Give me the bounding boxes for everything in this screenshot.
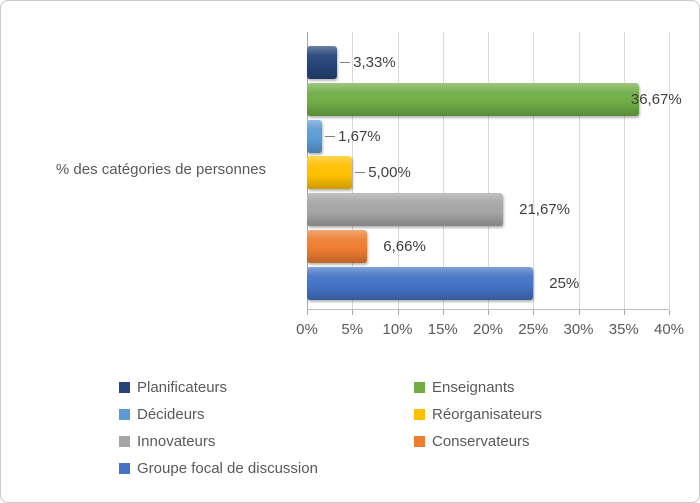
x-tick-label: 5% (341, 321, 364, 338)
legend-swatch (414, 381, 425, 393)
legend-item-groupe-focal-de-discussion: Groupe focal de discussion (119, 459, 318, 477)
tick-mark (352, 310, 354, 315)
tick-mark (669, 310, 670, 315)
plot-area: 3,33% 36,67% 1,67% 5,00% 21,67% 6,66% 25% (307, 32, 682, 309)
x-tick-label: 40% (653, 321, 685, 338)
label-leader-line (340, 62, 351, 63)
bar-enseignants (307, 82, 639, 116)
legend-label: Planificateurs (137, 378, 228, 396)
x-tick-label: 35% (608, 321, 639, 338)
legend-swatch (414, 435, 425, 447)
x-tick-label: 0% (296, 321, 318, 338)
label-leader-line (355, 172, 366, 174)
bar-data-label: 21,67% (519, 201, 570, 219)
legend-label: Conservateurs (432, 432, 530, 450)
bar-data-label: 3,33% (353, 54, 396, 71)
x-tick-label: 15% (427, 321, 458, 338)
bar-d-cideurs (307, 119, 323, 153)
legend-swatch (119, 408, 130, 420)
tick-mark (488, 310, 489, 315)
legend-label: Décideurs (137, 405, 205, 423)
bar-data-label: 36,67% (630, 90, 682, 108)
legend-item-innovateurs: Innovateurs (119, 432, 215, 450)
tick-mark (578, 310, 580, 315)
tick-mark (397, 310, 399, 315)
gridline (623, 32, 625, 309)
bar-data-label: 5,00% (368, 164, 411, 182)
legend-item-planificateurs: Planificateurs (119, 378, 227, 396)
gridline (578, 32, 580, 309)
legend-label: Innovateurs (137, 432, 216, 450)
y-axis-title: % des catégories de personnes (55, 161, 267, 178)
bar-data-label: 6,66% (383, 238, 426, 255)
gridline (442, 32, 444, 309)
bar-data-label: 25% (549, 274, 580, 292)
x-tick-label: 20% (472, 321, 504, 338)
gridline (533, 32, 535, 309)
legend-item-conservateurs: Conservateurs (414, 432, 530, 450)
bar-groupe-focal-de-discussion (307, 266, 534, 300)
label-leader-line (325, 135, 336, 137)
bar-r-organisateurs (307, 156, 353, 190)
tick-mark (623, 310, 625, 315)
x-tick-label: 30% (563, 321, 594, 338)
legend-item-d-cideurs: Décideurs (119, 405, 205, 423)
bar-data-label: 1,67% (338, 127, 381, 145)
gridline (669, 32, 670, 309)
tick-mark (442, 310, 444, 315)
legend-label: Enseignants (432, 378, 515, 396)
legend-swatch (119, 435, 130, 447)
x-tick-label: 10% (382, 321, 413, 338)
x-axis-line (307, 309, 669, 310)
bar-planificateurs (307, 46, 338, 79)
bar-innovateurs (307, 193, 504, 227)
legend-swatch (414, 408, 425, 420)
legend-swatch (119, 381, 130, 393)
legend-label: Groupe focal de discussion (137, 459, 318, 477)
tick-mark (307, 310, 308, 315)
tick-mark (533, 310, 535, 315)
gridline (352, 32, 354, 309)
legend-item-enseignants: Enseignants (414, 378, 515, 396)
legend-label: Réorganisateurs (432, 405, 543, 423)
legend-item-r-organisateurs: Réorganisateurs (414, 405, 542, 423)
gridline (488, 32, 489, 309)
gridline (397, 32, 399, 309)
bar-conservateurs (307, 230, 368, 263)
x-tick-label: 25% (518, 321, 549, 338)
legend-swatch (119, 462, 130, 474)
